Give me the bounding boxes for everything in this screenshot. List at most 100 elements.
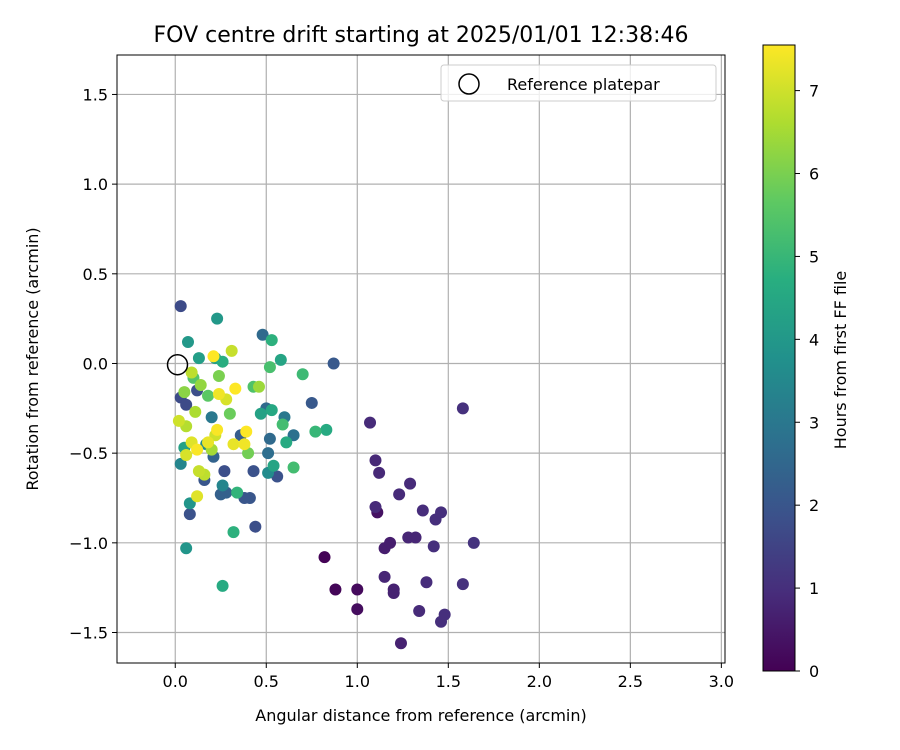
data-point — [240, 425, 253, 438]
data-point — [172, 414, 185, 427]
colorbar-tick-label: 0 — [809, 662, 819, 681]
legend-marker-icon — [458, 73, 480, 95]
data-point — [384, 536, 397, 549]
data-point — [211, 423, 224, 436]
data-point — [327, 357, 340, 370]
data-point — [174, 300, 187, 313]
y-tick-label: 1.0 — [83, 175, 108, 194]
data-point — [254, 407, 267, 420]
reference-platepar-marker — [166, 353, 189, 376]
x-tick-label: 1.5 — [436, 672, 461, 691]
data-point — [212, 387, 225, 400]
data-point — [435, 506, 448, 519]
data-point — [180, 542, 193, 555]
data-point — [263, 432, 276, 445]
x-tick-label: 3.0 — [709, 672, 734, 691]
data-point — [271, 470, 284, 483]
x-tick-label: 0.0 — [163, 672, 188, 691]
data-point — [225, 344, 238, 357]
data-point — [274, 353, 287, 366]
x-tick-label: 1.0 — [345, 672, 370, 691]
data-point — [174, 457, 187, 470]
scatter-points — [172, 300, 480, 650]
data-point — [227, 526, 240, 539]
colorbar-tick-label: 4 — [809, 330, 819, 349]
data-point — [320, 423, 333, 436]
data-point — [296, 368, 309, 381]
data-point — [262, 447, 275, 460]
data-point — [180, 398, 193, 411]
legend-box — [440, 64, 717, 102]
data-point — [242, 447, 255, 460]
data-point — [409, 531, 422, 544]
data-point — [178, 386, 191, 399]
data-point — [287, 461, 300, 474]
data-point — [256, 328, 269, 341]
data-point — [189, 405, 202, 418]
data-point — [420, 576, 433, 589]
data-point — [207, 350, 220, 363]
data-point — [216, 355, 229, 368]
data-point — [404, 477, 417, 490]
colorbar-label: Hours from first FF file — [831, 271, 850, 450]
chart-title: FOV centre drift starting at 2025/01/01 … — [154, 23, 689, 48]
data-point — [183, 508, 196, 521]
data-point — [192, 352, 205, 365]
y-tick-label: −1.0 — [69, 534, 108, 553]
colorbar-tick-label: 1 — [809, 579, 819, 598]
colorbar — [762, 44, 796, 672]
data-point — [318, 551, 331, 564]
data-point — [181, 335, 194, 348]
data-point — [369, 500, 382, 513]
data-point — [192, 465, 205, 478]
data-point — [373, 466, 386, 479]
colorbar-tick-label: 3 — [809, 413, 819, 432]
plot-frame — [116, 54, 726, 664]
colorbar-tick-label: 2 — [809, 496, 819, 515]
data-point — [216, 479, 229, 492]
data-point — [227, 438, 240, 451]
data-point — [247, 465, 260, 478]
data-point — [212, 370, 225, 383]
data-point — [427, 540, 440, 553]
y-tick-label: −1.5 — [69, 624, 108, 643]
data-point — [309, 425, 322, 438]
data-point — [467, 536, 480, 549]
data-point — [185, 366, 198, 379]
data-point — [202, 389, 215, 402]
data-point — [249, 520, 262, 533]
legend-entry-label: Reference platepar — [507, 75, 660, 94]
data-point — [351, 603, 364, 616]
data-point — [223, 407, 236, 420]
colorbar-tick-label: 5 — [809, 247, 819, 266]
data-point — [238, 438, 251, 451]
y-tick-label: 1.5 — [83, 85, 108, 104]
data-point — [265, 404, 278, 417]
data-point — [194, 379, 207, 392]
x-axis-ticks: 0.0 0.5 1.0 1.5 2.0 2.5 3.0 — [163, 663, 734, 691]
y-axis-label: Rotation from reference (arcmin) — [23, 227, 42, 490]
data-point — [456, 402, 469, 415]
data-point — [180, 448, 193, 461]
data-point — [191, 490, 204, 503]
data-point — [364, 416, 377, 429]
data-point — [369, 454, 382, 467]
data-point — [265, 334, 278, 347]
x-tick-label: 0.5 — [254, 672, 279, 691]
data-point — [413, 604, 426, 617]
data-point — [351, 583, 364, 596]
data-point — [205, 411, 218, 424]
data-point — [394, 637, 407, 650]
data-point — [387, 587, 400, 600]
y-axis-ticks: −1.5 −1.0 −0.5 0.0 0.5 1.0 1.5 — [69, 85, 117, 643]
data-point — [456, 578, 469, 591]
y-tick-label: 0.5 — [83, 265, 108, 284]
legend: Reference platepar — [440, 64, 717, 102]
y-tick-label: 0.0 — [83, 354, 108, 373]
data-point — [393, 488, 406, 501]
data-point — [267, 459, 280, 472]
data-point — [280, 436, 293, 449]
data-point — [438, 608, 451, 621]
colorbar-tick-label: 6 — [809, 165, 819, 184]
